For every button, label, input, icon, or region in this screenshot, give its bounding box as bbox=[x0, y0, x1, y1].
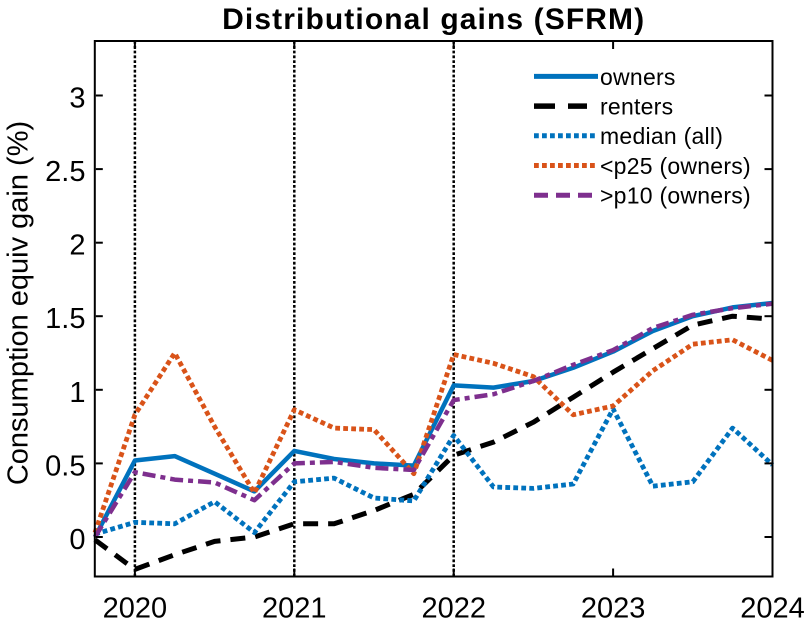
svg-text:2.5: 2.5 bbox=[45, 156, 85, 188]
svg-text:Consumption equiv gain (%): Consumption equiv gain (%) bbox=[3, 121, 35, 485]
svg-text:2022: 2022 bbox=[421, 592, 486, 624]
svg-text:Distributional gains (SFRM): Distributional gains (SFRM) bbox=[222, 3, 645, 36]
svg-text:1: 1 bbox=[69, 377, 85, 409]
svg-text:owners: owners bbox=[600, 64, 676, 90]
svg-text:renters: renters bbox=[600, 94, 673, 120]
svg-text:2023: 2023 bbox=[581, 592, 646, 624]
svg-text:>p10 (owners): >p10 (owners) bbox=[600, 183, 751, 209]
svg-text:<p25 (owners): <p25 (owners) bbox=[600, 153, 751, 179]
svg-text:0: 0 bbox=[69, 524, 85, 556]
svg-text:2: 2 bbox=[69, 230, 85, 262]
svg-text:3: 3 bbox=[69, 83, 85, 115]
svg-text:0.5: 0.5 bbox=[45, 450, 85, 482]
svg-text:2024: 2024 bbox=[740, 592, 805, 624]
svg-text:median (all): median (all) bbox=[600, 123, 723, 149]
svg-text:1.5: 1.5 bbox=[45, 303, 85, 335]
svg-text:2021: 2021 bbox=[262, 592, 327, 624]
svg-text:2020: 2020 bbox=[103, 592, 168, 624]
